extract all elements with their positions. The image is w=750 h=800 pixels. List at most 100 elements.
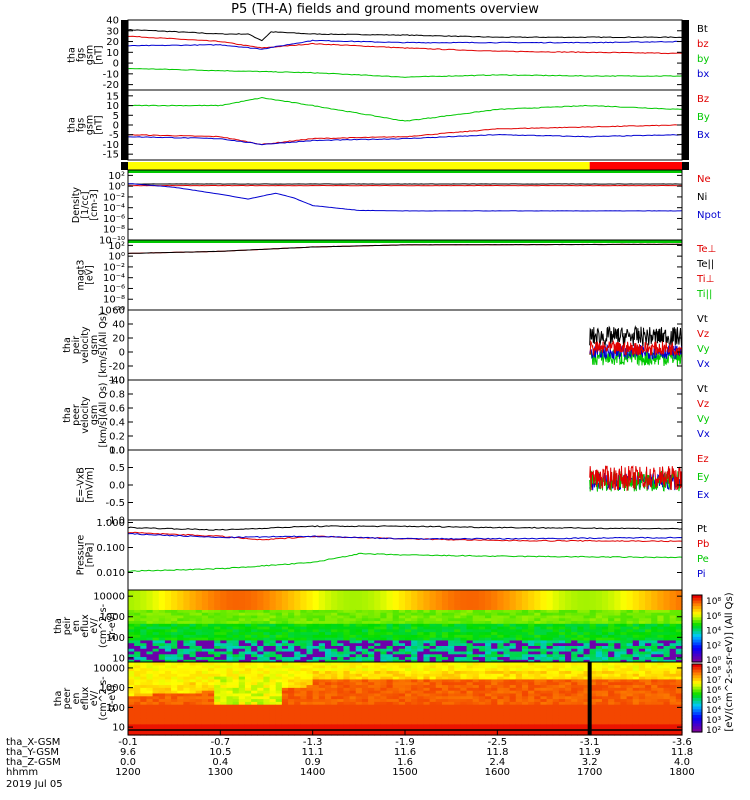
- spectrogram-cell: [374, 612, 381, 616]
- spectrogram-cell: [669, 645, 677, 649]
- spectrogram-cell: [232, 662, 240, 666]
- spectrogram-cell: [263, 595, 271, 599]
- spectrogram-cell: [324, 653, 332, 658]
- spectrogram-cell: [417, 603, 425, 608]
- spectrogram-cell: [152, 656, 160, 660]
- y-axis-label: gsm: [89, 405, 100, 425]
- spectrogram-cell: [454, 614, 461, 619]
- spectrogram-cell: [152, 620, 160, 624]
- spectrogram-cell: [645, 590, 652, 594]
- spectrogram-cell: [263, 712, 271, 716]
- spectrogram-cell: [485, 692, 492, 697]
- spectrogram-cell: [521, 631, 529, 635]
- spectrogram-cell: [601, 631, 609, 635]
- spectrogram-cell: [515, 620, 523, 624]
- spectrogram-cell: [571, 667, 578, 672]
- spectrogram-cell: [201, 628, 209, 633]
- spectrogram-cell: [521, 670, 529, 674]
- spectrogram-cell: [651, 698, 658, 702]
- spectrogram-cell: [140, 718, 148, 722]
- spectrogram-cell: [675, 729, 683, 733]
- spectrogram-cell: [546, 659, 554, 663]
- spectrogram-cell: [380, 637, 388, 641]
- spectrogram-cell: [626, 695, 634, 700]
- spectrogram-cell: [368, 631, 375, 635]
- spectrogram-cell: [281, 595, 289, 599]
- spectrogram-cell: [281, 614, 289, 619]
- spectrogram-cell: [355, 634, 363, 638]
- y-tick-label: 0.100: [96, 543, 125, 554]
- spectrogram-cell: [448, 648, 455, 652]
- spectrogram-cell: [244, 687, 252, 691]
- spectrogram-cell: [294, 687, 301, 691]
- spectrogram-cell: [417, 620, 425, 624]
- spectrogram-cell: [232, 645, 240, 649]
- spectrogram-cell: [540, 706, 548, 711]
- spectrogram-cell: [675, 598, 683, 602]
- spectrogram-cell: [146, 639, 154, 644]
- spectrogram-cell: [337, 732, 345, 736]
- spectrogram-cell: [300, 623, 308, 627]
- spectrogram-cell: [405, 670, 412, 674]
- spectrogram-cell: [392, 595, 400, 599]
- spectrogram-cell: [534, 718, 542, 722]
- spectrogram-cell: [355, 673, 363, 677]
- y-axis-label: [nPa]: [85, 543, 96, 568]
- spectrogram-cell: [281, 729, 289, 733]
- spectrogram-cell: [577, 631, 585, 635]
- spectrogram-cell: [386, 648, 394, 652]
- spectrogram-cell: [528, 659, 535, 663]
- spectrogram-cell: [454, 670, 461, 674]
- spectrogram-cell: [657, 698, 665, 702]
- spectrogram-cell: [608, 634, 615, 638]
- spectrogram-cell: [349, 590, 357, 594]
- spectrogram-cell: [195, 650, 203, 655]
- spectrogram-cell: [417, 631, 425, 635]
- spectrogram-cell: [509, 590, 517, 594]
- spectrogram-cell: [521, 637, 529, 641]
- spectrogram-cell: [509, 642, 517, 646]
- spectrogram-cell: [509, 678, 517, 683]
- spectrogram-cell: [306, 676, 314, 680]
- spectrogram-cells: [128, 662, 683, 736]
- spectrogram-cell: [608, 681, 615, 686]
- spectrogram-cell: [183, 718, 191, 722]
- spectrogram-cell: [497, 732, 505, 736]
- spectrogram-cell: [417, 645, 425, 649]
- spectrogram-cell: [177, 723, 184, 728]
- spectrogram-cell: [398, 664, 406, 669]
- spectrogram-cell: [257, 715, 265, 719]
- spectrogram-cell: [140, 609, 148, 613]
- spectrogram-cell: [423, 681, 431, 686]
- spectrogram-cell: [361, 637, 369, 641]
- spectrogram-cell: [343, 678, 351, 683]
- spectrogram-cell: [318, 659, 326, 663]
- spectrogram-cell: [208, 684, 215, 688]
- spectrogram-cell: [632, 729, 640, 733]
- spectrogram-cell: [312, 617, 320, 622]
- spectrogram-cell: [675, 681, 683, 686]
- spectrogram-cell: [460, 614, 468, 619]
- spectrogram-cell: [491, 648, 498, 652]
- spectrogram-cell: [263, 659, 271, 663]
- spectrogram-cell: [355, 590, 363, 594]
- spectrogram-cell: [411, 687, 418, 691]
- spectrogram-cell: [312, 723, 320, 728]
- spectrogram-cell: [361, 723, 369, 728]
- spectrogram-cell: [472, 723, 480, 728]
- spectrogram-cell: [281, 590, 289, 594]
- spectrogram-cell: [392, 712, 400, 716]
- spectrogram-cell: [337, 590, 345, 594]
- spectrogram-cell: [189, 612, 197, 616]
- spectrogram-cell: [324, 715, 332, 719]
- spectrogram-cell: [491, 678, 498, 683]
- spectrogram-cell: [509, 709, 517, 714]
- spectrogram-cell: [651, 729, 658, 733]
- spectrogram-cell: [638, 720, 646, 725]
- spectrogram-cell: [164, 603, 172, 608]
- spectrogram-cell: [435, 623, 443, 627]
- spectrogram-cell: [515, 631, 523, 635]
- spectrogram-cell: [546, 592, 554, 597]
- spectrogram-cell: [441, 631, 449, 635]
- spectrogram-cell: [675, 676, 683, 680]
